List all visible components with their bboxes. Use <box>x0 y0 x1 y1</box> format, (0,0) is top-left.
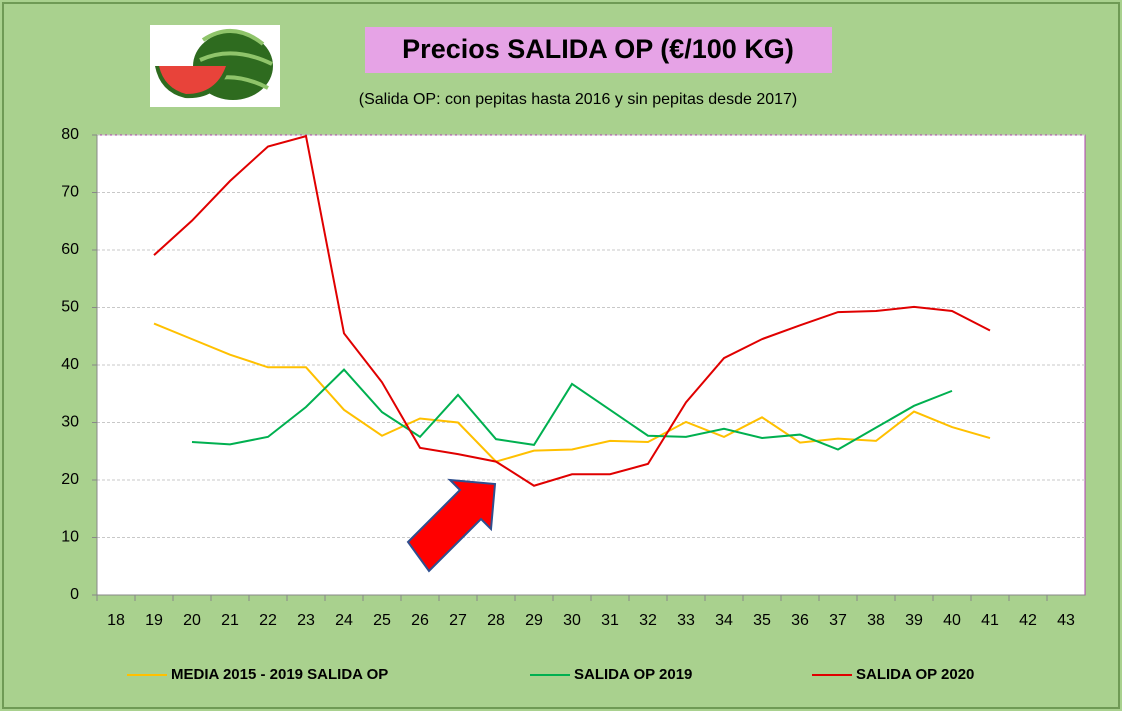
x-tick-label: 29 <box>525 612 543 629</box>
x-tick-label: 37 <box>829 612 847 629</box>
x-tick-label: 40 <box>943 612 961 629</box>
x-tick-label: 34 <box>715 612 733 629</box>
x-tick-label: 23 <box>297 612 315 629</box>
chart-title: Precios SALIDA OP (€/100 KG) <box>402 34 794 64</box>
x-tick-label: 20 <box>183 612 201 629</box>
x-tick-label: 26 <box>411 612 429 629</box>
y-tick-label: 10 <box>61 529 79 546</box>
x-tick-label: 33 <box>677 612 695 629</box>
y-tick-label: 20 <box>61 471 79 488</box>
x-tick-label: 30 <box>563 612 581 629</box>
y-tick-label: 30 <box>61 414 79 431</box>
watermelon-image <box>150 25 280 107</box>
legend-label: SALIDA OP 2019 <box>574 666 692 683</box>
x-tick-label: 31 <box>601 612 619 629</box>
x-tick-label: 24 <box>335 612 353 629</box>
x-tick-label: 38 <box>867 612 885 629</box>
x-tick-label: 18 <box>107 612 125 629</box>
x-tick-label: 19 <box>145 612 163 629</box>
legend-label: SALIDA OP 2020 <box>856 666 974 683</box>
chart-subtitle: (Salida OP: con pepitas hasta 2016 y sin… <box>359 91 798 108</box>
y-tick-label: 40 <box>61 356 79 373</box>
x-tick-label: 41 <box>981 612 999 629</box>
x-tick-label: 21 <box>221 612 239 629</box>
y-tick-label: 70 <box>61 184 79 201</box>
y-tick-label: 0 <box>70 586 79 603</box>
x-tick-label: 32 <box>639 612 657 629</box>
x-tick-label: 42 <box>1019 612 1037 629</box>
legend-label: MEDIA 2015 - 2019 SALIDA OP <box>171 666 388 683</box>
x-tick-label: 27 <box>449 612 467 629</box>
x-tick-label: 43 <box>1057 612 1075 629</box>
x-tick-label: 36 <box>791 612 809 629</box>
y-tick-label: 60 <box>61 241 79 258</box>
chart: Precios SALIDA OP (€/100 KG) (Salida OP:… <box>0 0 1122 711</box>
x-tick-label: 39 <box>905 612 923 629</box>
x-tick-label: 28 <box>487 612 505 629</box>
x-tick-label: 35 <box>753 612 771 629</box>
x-tick-label: 22 <box>259 612 277 629</box>
y-tick-label: 50 <box>61 299 79 316</box>
y-tick-label: 80 <box>61 126 79 143</box>
x-tick-label: 25 <box>373 612 391 629</box>
plot-area <box>97 135 1085 595</box>
